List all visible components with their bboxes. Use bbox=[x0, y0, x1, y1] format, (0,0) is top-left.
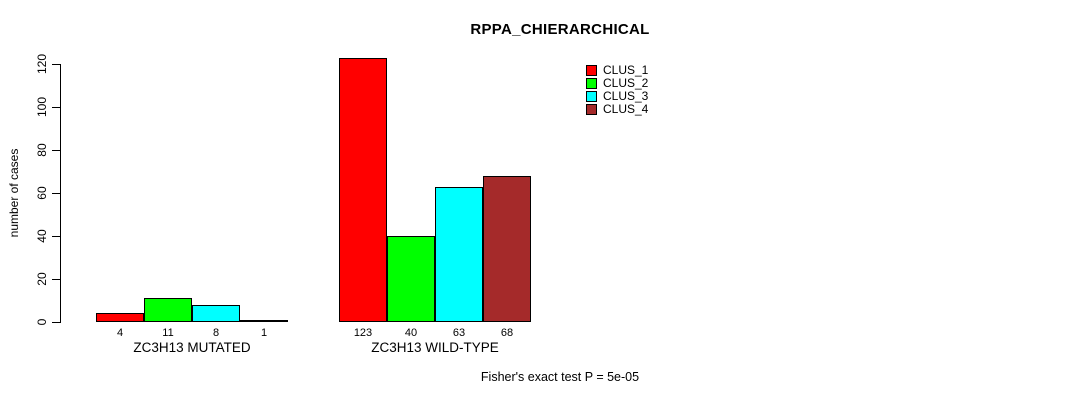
fisher-test-annotation: Fisher's exact test P = 5e-05 bbox=[480, 370, 640, 384]
legend-item-clus_3: CLUS_3 bbox=[586, 90, 648, 103]
legend: CLUS_1 CLUS_2 CLUS_3 CLUS_4 bbox=[586, 64, 648, 116]
x-category-label: ZC3H13 WILD-TYPE bbox=[371, 340, 499, 355]
bar-value-label: 4 bbox=[116, 327, 124, 339]
y-axis-tick bbox=[52, 149, 60, 151]
y-axis-tick bbox=[52, 321, 60, 323]
bar-clus_2-2 bbox=[387, 236, 435, 322]
legend-label: CLUS_4 bbox=[603, 102, 649, 116]
legend-swatch bbox=[586, 104, 597, 115]
y-axis-tick-label: 100 bbox=[35, 96, 49, 118]
y-axis-tick bbox=[52, 63, 60, 65]
y-axis-tick bbox=[52, 235, 60, 237]
legend-label: CLUS_1 bbox=[603, 63, 649, 77]
legend-swatch bbox=[586, 65, 597, 76]
x-category-label: ZC3H13 MUTATED bbox=[133, 340, 251, 355]
y-axis-tick-label: 0 bbox=[35, 318, 49, 326]
legend-item-clus_4: CLUS_4 bbox=[586, 103, 648, 116]
y-axis-tick-label: 120 bbox=[35, 53, 49, 75]
y-axis-line bbox=[60, 64, 61, 323]
y-axis-tick-label: 20 bbox=[35, 272, 49, 286]
bar-clus_1-1 bbox=[96, 313, 144, 322]
bar-value-label: 1 bbox=[260, 327, 268, 339]
legend-label: CLUS_3 bbox=[603, 89, 649, 103]
y-axis-tick bbox=[52, 106, 60, 108]
chart-title: RPPA_CHIERARCHICAL bbox=[470, 21, 650, 38]
legend-item-clus_1: CLUS_1 bbox=[586, 64, 648, 77]
bar-clus_4-1 bbox=[240, 319, 288, 322]
bar-value-label: 40 bbox=[404, 327, 418, 339]
bar-clus_1-2 bbox=[339, 57, 387, 322]
y-axis-tick-label: 80 bbox=[35, 143, 49, 157]
legend-swatch bbox=[586, 78, 597, 89]
legend-item-clus_2: CLUS_2 bbox=[586, 77, 648, 90]
bar-value-label: 68 bbox=[500, 327, 514, 339]
legend-swatch bbox=[586, 91, 597, 102]
bar-clus_2-1 bbox=[144, 298, 192, 322]
bar-clus_3-1 bbox=[192, 304, 240, 322]
y-axis-tick bbox=[52, 278, 60, 280]
bar-value-label: 123 bbox=[353, 327, 373, 339]
bar-value-label: 8 bbox=[212, 327, 220, 339]
y-axis-tick-label: 40 bbox=[35, 229, 49, 243]
y-axis-tick-label: 60 bbox=[35, 186, 49, 200]
y-axis-tick bbox=[52, 192, 60, 194]
legend-label: CLUS_2 bbox=[603, 76, 649, 90]
bar-value-label: 11 bbox=[162, 327, 174, 339]
bar-value-label: 63 bbox=[452, 327, 466, 339]
bar-clus_3-2 bbox=[435, 186, 483, 322]
bar-clus_4-2 bbox=[483, 175, 531, 322]
